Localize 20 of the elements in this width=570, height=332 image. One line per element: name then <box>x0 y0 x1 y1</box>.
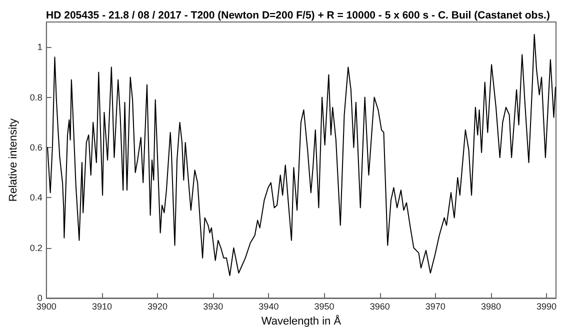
y-tick-label: 0 <box>37 293 42 304</box>
y-axis-title: Relative intensity <box>8 118 20 202</box>
y-tick-label: 0.4 <box>30 192 42 203</box>
chart-title: HD 205435 - 21.8 / 08 / 2017 - T200 (Newton D=200 F/5) + R = 10000 - 5 x 600 s - C. Buil (Castanet obs.) <box>46 10 550 22</box>
y-tick-label: 0.6 <box>30 142 42 152</box>
x-tick-label: 3970 <box>425 302 446 312</box>
x-tick-label: 3940 <box>258 302 279 312</box>
x-tick-label: 3990 <box>536 302 557 312</box>
x-tick-label: 3950 <box>314 302 334 312</box>
y-tick-label: 1 <box>37 42 42 52</box>
y-tick-label: 0.2 <box>30 242 42 253</box>
y-tick-label: 0.8 <box>30 92 42 102</box>
x-tick-label: 3930 <box>203 302 224 312</box>
x-tick-label: 3920 <box>148 302 168 312</box>
x-tick-label: 3910 <box>92 302 112 312</box>
line-series <box>47 34 556 276</box>
x-axis-title: Wavelength in Å <box>261 314 342 328</box>
x-tick-label: 3900 <box>36 302 56 312</box>
x-tick-label: 3980 <box>480 302 501 312</box>
x-tick-label: 3960 <box>370 302 390 312</box>
